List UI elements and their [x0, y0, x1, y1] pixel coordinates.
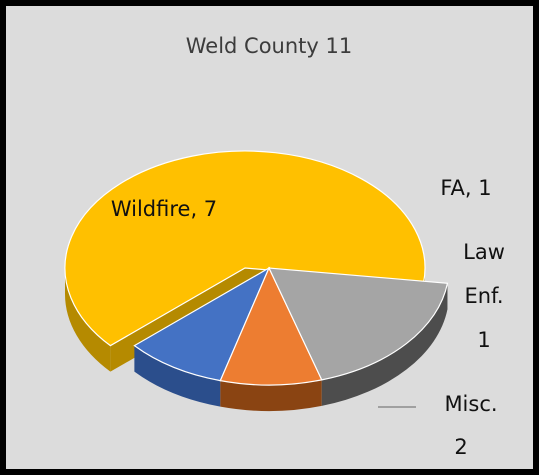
- slice-side-fa: [134, 345, 221, 407]
- slice-fa: [133, 266, 271, 382]
- data-label-misc: Misc.: [444, 392, 497, 416]
- data-label-law-enf: Law: [463, 240, 505, 264]
- slice-law-enf: [219, 266, 323, 386]
- chart-area: Weld County 11 Wildfire, 7 FA, 1 Law Enf. 1 M…: [6, 6, 533, 469]
- data-label-law-enf: 1: [477, 328, 490, 352]
- slice-wildfire: [64, 150, 426, 347]
- data-label-fa: FA, 1: [440, 176, 491, 200]
- slice-side-law-enf: [220, 379, 322, 412]
- data-label-misc: 2: [454, 435, 467, 459]
- pie-chart: Weld County 11 Wildfire, 7 FA, 1 Law Enf. 1 M…: [64, 34, 505, 459]
- data-label-wildfire: Wildfire, 7: [111, 197, 217, 221]
- slice-side-wildfire: [65, 268, 111, 372]
- slice-misc: [268, 267, 449, 381]
- data-label-law-enf: Enf.: [464, 284, 503, 308]
- chart-title: Weld County 11: [186, 34, 352, 58]
- pie-slices: [64, 150, 449, 386]
- slice-side-misc: [321, 283, 448, 406]
- data-labels: Wildfire, 7 FA, 1 Law Enf. 1 Misc. 2: [111, 176, 505, 459]
